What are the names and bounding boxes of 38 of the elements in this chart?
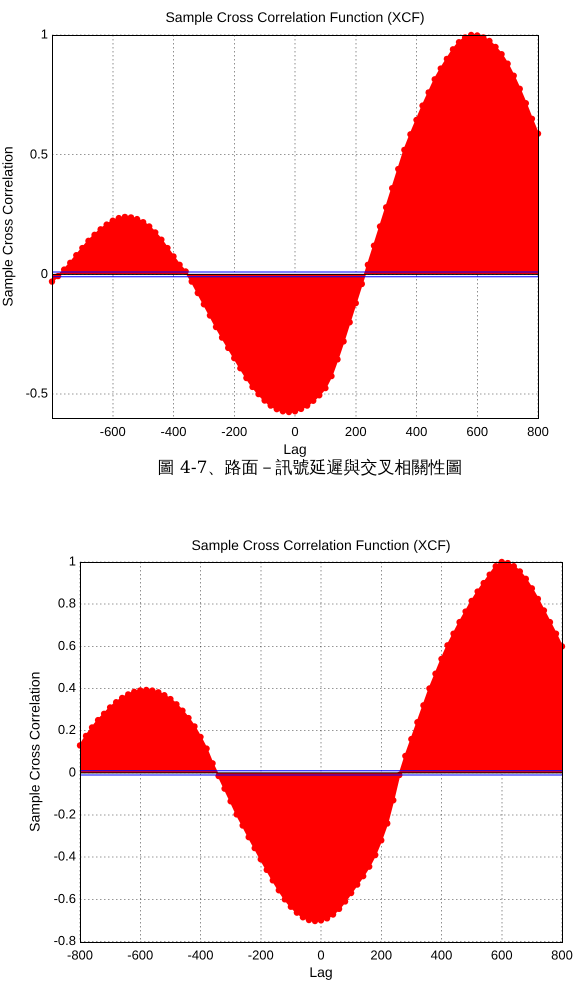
x-tick-label: -200 <box>248 947 274 962</box>
x-tick-label: 600 <box>466 424 488 439</box>
caption: 圖 4-7、路面－訊號延遲與交叉相關性圖 <box>156 458 464 478</box>
x-tick-label: -800 <box>66 947 94 962</box>
x-tick-label: 400 <box>406 424 428 439</box>
chart-title: Sample Cross Correlation Function (XCF) <box>191 536 451 553</box>
y-tick-label: 0.5 <box>30 146 48 162</box>
y-tick-label: 1 <box>68 554 76 569</box>
x-tick-label: 800 <box>551 947 573 962</box>
x-tick-label: 200 <box>370 947 392 962</box>
y-tick-label: 0.6 <box>58 638 76 653</box>
x-tick-label: -600 <box>100 424 126 439</box>
x-axis-title: Lag <box>283 440 307 457</box>
y-tick-label: -0.8 <box>54 933 76 948</box>
y-tick-label: -0.6 <box>54 890 76 906</box>
x-tick-label: 400 <box>430 947 452 962</box>
x-tick-label: 600 <box>490 947 513 962</box>
y-tick-label: -0.2 <box>54 806 76 822</box>
x-tick-label: 0 <box>317 947 325 962</box>
x-tick-label: -600 <box>127 947 154 962</box>
y-tick-label: 0 <box>68 764 76 780</box>
x-tick-label: -400 <box>187 947 214 962</box>
x-tick-label: 800 <box>527 424 549 439</box>
y-tick-label: -0.4 <box>54 848 76 864</box>
x-tick-label: -200 <box>221 424 248 439</box>
chart-title: Sample Cross Correlation Function (XCF) <box>165 8 425 25</box>
x-tick-label: -400 <box>160 424 187 439</box>
y-axis-title: Sample Cross Correlation <box>0 146 16 307</box>
y-tick-label: 0 <box>40 266 48 281</box>
y-tick-label: -0.5 <box>26 386 48 401</box>
y-tick-label: 0.2 <box>58 722 76 738</box>
y-tick-label: 0.4 <box>58 680 76 696</box>
y-tick-label: 1 <box>40 26 48 42</box>
x-tick-label: 200 <box>344 424 367 439</box>
y-axis-title: Sample Cross Correlation <box>26 672 42 832</box>
x-axis-title: Lag <box>309 964 333 980</box>
x-tick-label: 0 <box>291 424 299 439</box>
y-tick-label: 0.8 <box>58 596 76 611</box>
